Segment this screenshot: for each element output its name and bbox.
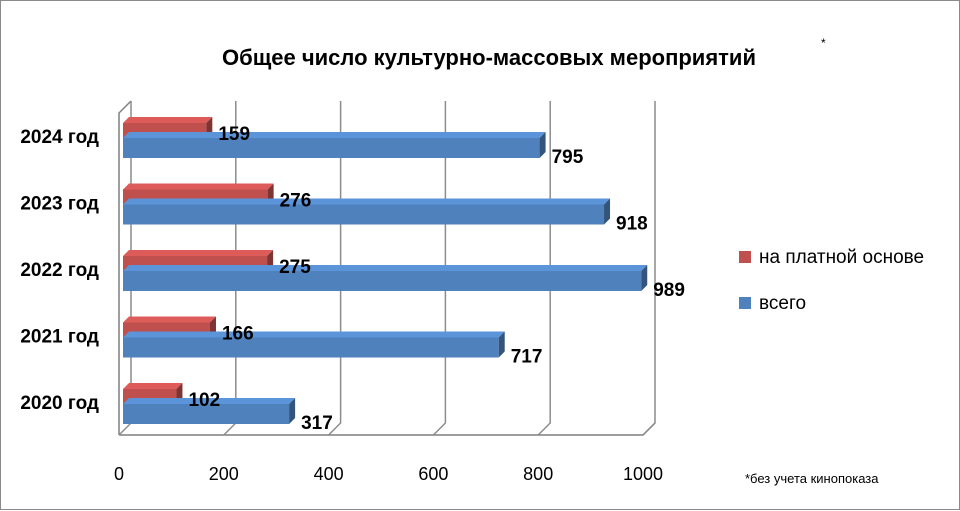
bar	[123, 398, 296, 424]
bar	[123, 132, 546, 158]
bar-side-face	[539, 132, 546, 158]
data-label: 166	[222, 324, 254, 345]
data-label: 989	[653, 280, 685, 301]
bar	[123, 331, 505, 358]
data-label: 275	[279, 257, 311, 278]
data-label: 102	[188, 390, 220, 411]
x-tick-label: 200	[209, 464, 239, 484]
x-tick-labels: 0 200 400 600 800 1000	[114, 464, 663, 484]
data-label: 276	[280, 191, 312, 212]
x-tick-label: 0	[114, 464, 124, 484]
footnote: *без учета кинопоказа	[745, 471, 879, 486]
bars	[123, 117, 648, 424]
bar-side-face	[604, 198, 611, 225]
title-footnote-marker: *	[821, 36, 826, 50]
gridline	[642, 101, 656, 436]
legend-label: на платной основе	[759, 247, 924, 268]
floor-edge	[119, 422, 656, 436]
bar-top-face	[123, 250, 274, 256]
data-labels: 102 317 166 717 275 989 276 918 159 795	[188, 124, 684, 434]
bar-side-face	[289, 398, 296, 424]
legend: на платной основе всего	[739, 247, 924, 314]
category-label: 2022 год	[20, 260, 99, 281]
bar-front-face	[123, 138, 540, 158]
category-label: 2023 год	[20, 194, 99, 215]
x-tick-label: 1000	[623, 464, 663, 484]
data-label: 159	[218, 124, 250, 145]
category-labels: 2020 год 2021 год 2022 год 2023 год 2024 год	[20, 127, 99, 414]
bar	[123, 265, 648, 291]
x-tick-label: 800	[523, 464, 553, 484]
bar-top-face	[123, 183, 274, 190]
bar-top-face	[123, 331, 505, 338]
x-tick-label: 400	[314, 464, 344, 484]
bar-top-face	[123, 265, 648, 271]
bar-front-face	[123, 204, 605, 225]
chart-title: Общее число культурно-массовых мероприят…	[222, 45, 756, 70]
legend-swatch	[739, 251, 751, 263]
category-label: 2021 год	[20, 327, 99, 348]
bar-front-face	[123, 271, 642, 291]
legend-swatch	[739, 297, 751, 309]
bar-side-face	[641, 265, 648, 291]
data-label: 317	[301, 413, 333, 434]
bar	[123, 198, 611, 225]
bar-top-face	[123, 198, 611, 205]
legend-label: всего	[759, 293, 806, 314]
x-tick-label: 600	[418, 464, 448, 484]
bar-top-face	[123, 316, 216, 323]
bar-top-face	[123, 383, 183, 389]
bar-front-face	[123, 337, 499, 358]
data-label: 717	[511, 347, 543, 368]
category-label: 2024 год	[20, 127, 99, 148]
category-label: 2020 год	[20, 393, 99, 414]
bar-top-face	[123, 117, 213, 123]
data-label: 795	[552, 147, 584, 168]
side-wall	[118, 100, 132, 435]
bar-side-face	[498, 331, 505, 358]
bar-top-face	[123, 132, 546, 138]
bar-front-face	[123, 404, 290, 424]
data-label: 918	[616, 214, 648, 235]
bar-top-face	[123, 398, 296, 404]
